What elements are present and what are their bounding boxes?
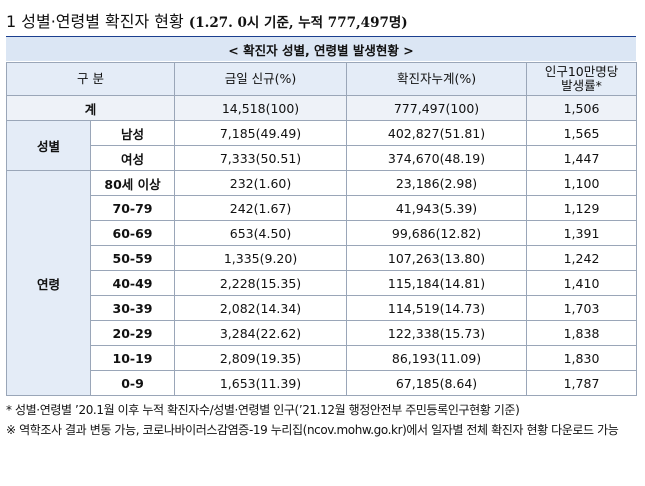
cell-new: 232(1.60): [174, 170, 348, 196]
table-row: 0-9 1,653(11.39) 67,185(8.64) 1,787: [7, 370, 638, 396]
cell-rate: 1,787: [526, 370, 638, 396]
cell-new: 3,284(22.62): [174, 320, 348, 346]
cell-rate: 1,565: [526, 120, 638, 146]
cell-rate: 1,447: [526, 145, 638, 171]
cell-cum: 23,186(2.98): [346, 170, 528, 196]
cell-cum: 122,338(15.73): [346, 320, 528, 346]
footnote-source: ※ 역학조사 결과 변동 가능, 코로나바이러스감염증-19 누리집(ncov.…: [6, 423, 619, 437]
page-title: 1 성별·연령별 확진자 현황 (1.27. 0시 기준, 누적 777,497…: [6, 8, 408, 32]
row-label: 40-49: [89, 270, 176, 296]
row-label: 0-9: [89, 370, 176, 396]
table-row: 30-39 2,082(14.34) 114,519(14.73) 1,703: [7, 295, 638, 321]
cell-new: 2,082(14.34): [174, 295, 348, 321]
header-category: 구 분: [5, 62, 176, 96]
header-rate-line2: 발생률*: [561, 78, 602, 93]
cell-rate: 1,391: [526, 220, 638, 246]
cell-cum: 402,827(51.81): [346, 120, 528, 146]
case-table: 구 분 금일 신규(%) 확진자누계(%) 인구10만명당 발생률* 계 14,…: [5, 62, 638, 396]
row-label: 여성: [89, 145, 176, 171]
cell-new: 2,228(15.35): [174, 270, 348, 296]
cell-new: 1,653(11.39): [174, 370, 348, 396]
table-row: 계 14,518(100) 777,497(100) 1,506: [5, 95, 638, 121]
cell-cum: 107,263(13.80): [346, 245, 528, 271]
cell-new: 7,185(49.49): [174, 120, 348, 146]
cell-new: 1,335(9.20): [174, 245, 348, 271]
row-label: 80세 이상: [89, 170, 176, 196]
cell-new: 7,333(50.51): [174, 145, 348, 171]
cell-rate: 1,129: [526, 195, 638, 221]
cell-new: 242(1.67): [174, 195, 348, 221]
header-cumulative: 확진자누계(%): [346, 62, 528, 96]
cell-cum: 67,185(8.64): [346, 370, 528, 396]
cell-cum: 777,497(100): [346, 95, 528, 121]
table-caption: < 확진자 성별, 연령별 발생현황 >: [6, 36, 636, 61]
cell-rate: 1,703: [526, 295, 638, 321]
cell-rate: 1,410: [526, 270, 638, 296]
cell-cum: 86,193(11.09): [346, 345, 528, 371]
row-label: 50-59: [89, 245, 176, 271]
row-label: 계: [5, 95, 176, 121]
table-row: 50-59 1,335(9.20) 107,263(13.80) 1,242: [7, 245, 638, 271]
group-label: 연령: [6, 170, 91, 396]
cell-new: 2,809(19.35): [174, 345, 348, 371]
cell-rate: 1,830: [526, 345, 638, 371]
row-label: 10-19: [89, 345, 176, 371]
cell-rate: 1,100: [526, 170, 638, 196]
cell-rate: 1,838: [526, 320, 638, 346]
row-label: 20-29: [89, 320, 176, 346]
header-new: 금일 신규(%): [174, 62, 348, 96]
table-row: 연령 80세 이상 232(1.60) 23,186(2.98) 1,100: [6, 170, 638, 396]
row-label: 30-39: [89, 295, 176, 321]
cell-new: 14,518(100): [174, 95, 348, 121]
row-label: 남성: [89, 120, 176, 146]
cell-cum: 114,519(14.73): [346, 295, 528, 321]
cell-rate: 1,506: [526, 95, 638, 121]
section-number: 1: [6, 12, 17, 31]
group-label: 성별: [6, 120, 91, 171]
header-rate-line1: 인구10만명당: [544, 64, 619, 79]
table-row: 40-49 2,228(15.35) 115,184(14.81) 1,410: [7, 270, 638, 296]
row-label: 60-69: [89, 220, 176, 246]
title-main: 성별·연령별 확진자 현황: [21, 12, 184, 31]
table-row: 70-79 242(1.67) 41,943(5.39) 1,129: [7, 195, 638, 221]
cell-rate: 1,242: [526, 245, 638, 271]
cell-cum: 374,670(48.19): [346, 145, 528, 171]
table-row: 성별 남성 7,185(49.49) 402,827(51.81) 1,565: [6, 120, 638, 171]
table-row: 20-29 3,284(22.62) 122,338(15.73) 1,838: [7, 320, 638, 346]
footnote-rate: * 성별·연령별 ’20.1월 이후 누적 확진자수/성별·연령별 인구(’21…: [6, 403, 520, 417]
cell-cum: 99,686(12.82): [346, 220, 528, 246]
title-sub: (1.27. 0시 기준, 누적 777,497명): [188, 15, 408, 31]
table-row: 10-19 2,809(19.35) 86,193(11.09) 1,830: [7, 345, 638, 371]
cell-new: 653(4.50): [174, 220, 348, 246]
table-row: 여성 7,333(50.51) 374,670(48.19) 1,447: [7, 145, 638, 171]
row-label: 70-79: [89, 195, 176, 221]
cell-cum: 41,943(5.39): [346, 195, 528, 221]
header-rate: 인구10만명당 발생률*: [526, 62, 638, 96]
footnotes: * 성별·연령별 ’20.1월 이후 누적 확진자수/성별·연령별 인구(’21…: [6, 400, 638, 440]
table-row: 60-69 653(4.50) 99,686(12.82) 1,391: [7, 220, 638, 246]
cell-cum: 115,184(14.81): [346, 270, 528, 296]
